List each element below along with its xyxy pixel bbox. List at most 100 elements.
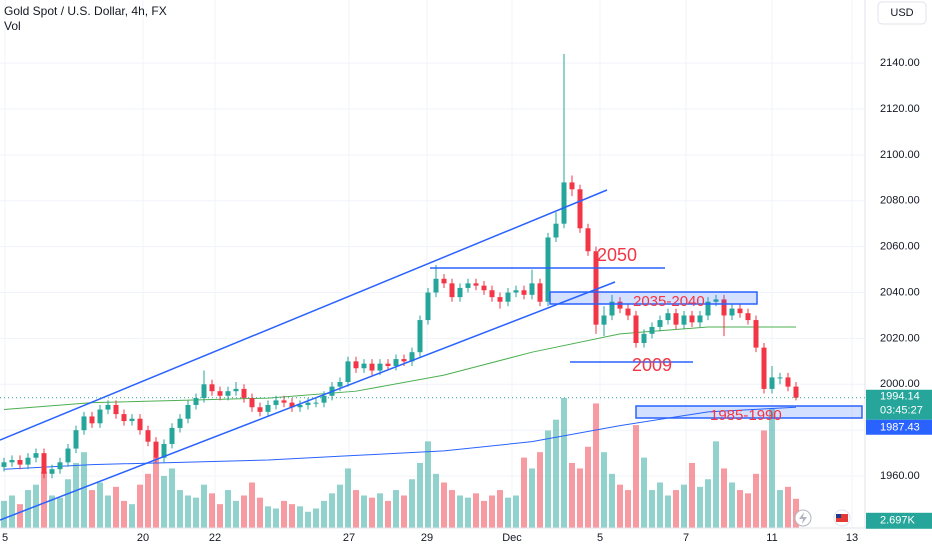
candle-body bbox=[601, 315, 607, 325]
candle-body bbox=[681, 315, 687, 325]
candle-body bbox=[465, 283, 471, 288]
y-tick-label: 2000.00 bbox=[880, 378, 920, 390]
volume-bar bbox=[377, 493, 383, 528]
volume-bar bbox=[625, 490, 631, 528]
candle-body bbox=[249, 398, 255, 408]
volume-bar bbox=[713, 441, 719, 528]
candle-body bbox=[521, 290, 527, 295]
candle-body bbox=[545, 237, 551, 302]
alert-icon-bolt bbox=[799, 512, 807, 524]
volume-bar bbox=[489, 495, 495, 528]
x-tick-label: 5 bbox=[597, 532, 603, 544]
drawings bbox=[0, 189, 863, 521]
volume-bar bbox=[513, 495, 519, 528]
candle-body bbox=[193, 398, 199, 405]
candle-body bbox=[569, 182, 575, 190]
volume-bar bbox=[201, 484, 207, 528]
candle-body bbox=[705, 301, 711, 316]
candle-body bbox=[657, 320, 663, 327]
candle-body bbox=[345, 361, 351, 383]
last-price-tag bbox=[866, 389, 932, 420]
candle-body bbox=[17, 460, 23, 465]
volume-bar bbox=[673, 490, 679, 528]
volume-bar bbox=[361, 495, 367, 528]
volume-bar bbox=[225, 490, 231, 528]
candle-body bbox=[593, 251, 599, 325]
bottom-icons bbox=[794, 509, 851, 527]
volume-bar bbox=[521, 457, 527, 528]
candle-body bbox=[321, 395, 327, 403]
y-tick-label: 2020.00 bbox=[880, 332, 920, 344]
y-tick-label: 2140.00 bbox=[880, 57, 920, 69]
volume-bar bbox=[649, 490, 655, 528]
volume-bar bbox=[449, 490, 455, 528]
volume-bar bbox=[297, 506, 303, 528]
volume-bar bbox=[529, 468, 535, 528]
volume-bar bbox=[265, 506, 271, 528]
candle-body bbox=[113, 404, 119, 415]
candle-body bbox=[57, 462, 63, 470]
volume-bar bbox=[257, 497, 263, 528]
candle-body bbox=[201, 384, 207, 399]
candle-body bbox=[689, 315, 695, 323]
candle-body bbox=[777, 377, 783, 379]
bid-price-tag bbox=[866, 419, 932, 435]
annotation: 1985-1990 bbox=[710, 407, 782, 424]
candle-body bbox=[25, 457, 31, 465]
volume-bar bbox=[89, 490, 95, 528]
volume-tag-label: 2.697K bbox=[880, 515, 916, 527]
volume-bar bbox=[497, 490, 503, 528]
volume-bar bbox=[545, 430, 551, 528]
volume-bar bbox=[689, 463, 695, 528]
chart-title: Gold Spot / U.S. Dollar, 4h, FX bbox=[4, 4, 167, 18]
flag-icon-canton bbox=[836, 514, 841, 518]
candle-body bbox=[377, 363, 383, 371]
volume-bar bbox=[553, 419, 559, 528]
candle-body bbox=[89, 416, 95, 424]
candle-body bbox=[305, 402, 311, 405]
volume-bar bbox=[409, 479, 415, 528]
volume-bar bbox=[729, 482, 735, 528]
volume-bar bbox=[753, 473, 759, 528]
candle-body bbox=[577, 189, 583, 229]
candle-body bbox=[617, 301, 623, 309]
volume-bar bbox=[385, 500, 391, 528]
y-tick-label: 2060.00 bbox=[880, 241, 920, 253]
candle-body bbox=[769, 377, 775, 389]
currency-label[interactable]: USD bbox=[890, 7, 913, 19]
moving-average bbox=[3, 326, 796, 411]
volume-bar bbox=[473, 493, 479, 528]
volume-bar bbox=[169, 468, 175, 528]
volume-tag bbox=[866, 512, 932, 529]
volume-bar bbox=[481, 500, 487, 528]
volume-bar bbox=[441, 482, 447, 528]
candle-body bbox=[185, 404, 191, 419]
candle-body bbox=[257, 407, 263, 412]
x-tick-label: 7 bbox=[683, 532, 689, 544]
volume-bar bbox=[289, 504, 295, 528]
candle-body bbox=[513, 290, 519, 293]
volume-bar bbox=[57, 497, 63, 528]
volume-bar bbox=[705, 479, 711, 528]
candle-body bbox=[529, 283, 535, 295]
zone-box bbox=[549, 291, 758, 305]
x-tick-label: 29 bbox=[421, 532, 433, 544]
channel-lower bbox=[0, 281, 616, 521]
candle-body bbox=[33, 453, 39, 458]
volume-bar bbox=[353, 490, 359, 528]
candle-body bbox=[457, 287, 463, 298]
candle-body bbox=[129, 418, 135, 422]
candle-body bbox=[665, 313, 671, 321]
volume-bar bbox=[745, 493, 751, 528]
volume-bar bbox=[185, 495, 191, 528]
volume-bar bbox=[217, 504, 223, 528]
y-tick-label: 2100.00 bbox=[880, 149, 920, 161]
volume-bar bbox=[241, 495, 247, 528]
volume-bar bbox=[737, 490, 743, 528]
candle-body bbox=[505, 292, 511, 302]
candle-body bbox=[537, 283, 543, 302]
candle-body bbox=[265, 404, 271, 412]
currency-button[interactable] bbox=[877, 1, 927, 25]
annotation: 2009 bbox=[632, 355, 672, 375]
volume-bar bbox=[593, 403, 599, 528]
